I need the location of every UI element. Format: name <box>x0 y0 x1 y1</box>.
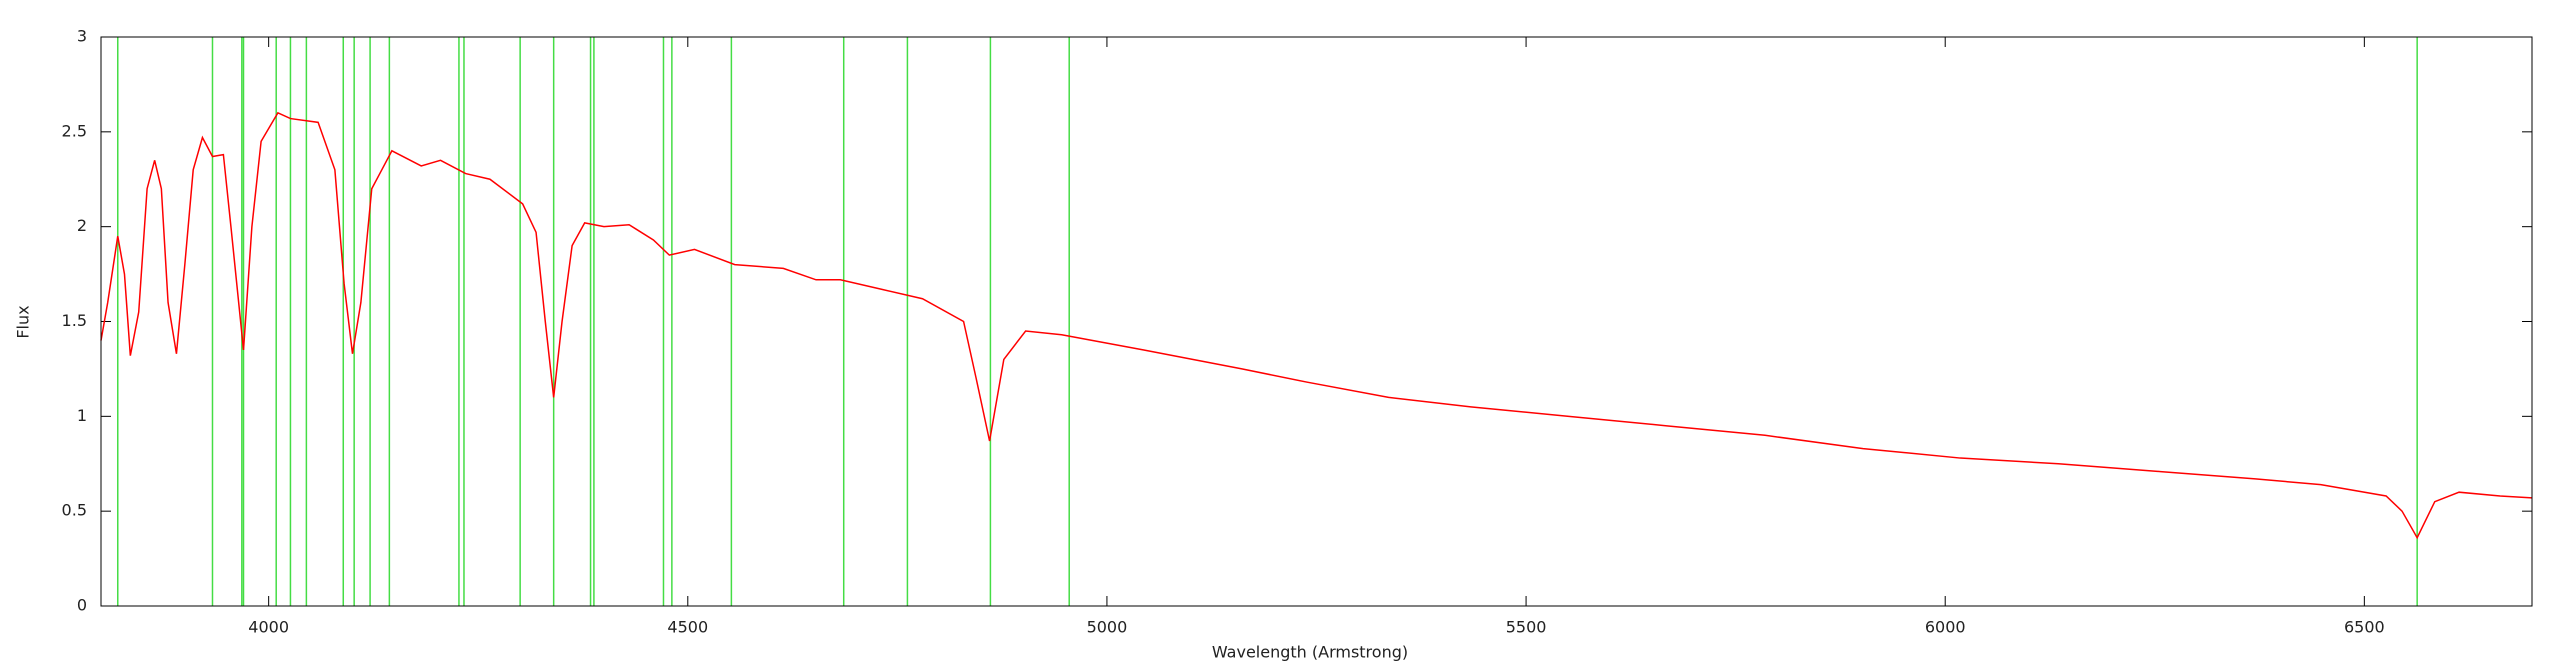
x-tick-label: 5000 <box>1087 618 1128 637</box>
y-axis-label: Flux <box>14 305 33 338</box>
y-tick-label: 0.5 <box>62 501 87 520</box>
plot-frame <box>100 36 2533 607</box>
x-tick-label: 5500 <box>1506 618 1547 637</box>
y-tick-label: 0 <box>77 596 87 615</box>
y-tick-label: 2.5 <box>62 121 87 140</box>
x-axis-label: Wavelength (Armstrong) <box>1212 643 1408 662</box>
x-tick-label: 4500 <box>667 618 708 637</box>
y-tick-label: 1.5 <box>62 311 87 330</box>
y-tick-label: 2 <box>77 216 87 235</box>
y-tick-label: 3 <box>77 27 87 46</box>
y-tick-label: 1 <box>77 406 87 425</box>
x-tick-label: 6500 <box>2344 618 2385 637</box>
x-tick-label: 4000 <box>248 618 289 637</box>
spectrum-line <box>100 111 2533 540</box>
x-tick-label: 6000 <box>1925 618 1966 637</box>
